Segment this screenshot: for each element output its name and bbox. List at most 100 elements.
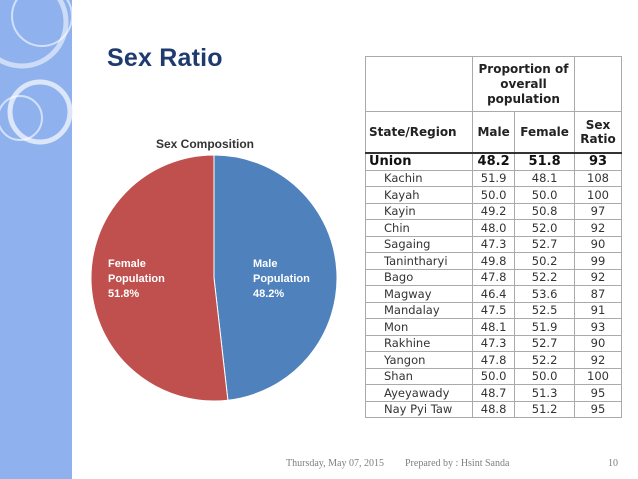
- pie-chart: [90, 154, 338, 402]
- female-value: 51.2: [514, 400, 575, 418]
- male-slice-label: Male Population 48.2%: [253, 258, 310, 300]
- table-row: Kayah 50.0 50.0 100: [365, 186, 622, 204]
- male-value: 49.8: [471, 252, 516, 270]
- sex-ratio-value: 90: [574, 334, 622, 352]
- region-name: Mon: [365, 318, 473, 336]
- col-header-sex-ratio: Sex Ratio: [574, 111, 622, 154]
- region-name: Rakhine: [365, 334, 473, 352]
- union-name: Union: [365, 152, 473, 171]
- female-value: 52.5: [514, 301, 575, 319]
- sex-ratio-value: 95: [574, 400, 622, 418]
- table-row: Magway 46.4 53.6 87: [365, 285, 622, 303]
- slide-title: Sex Ratio: [107, 44, 223, 72]
- male-value: 47.8: [471, 268, 516, 286]
- female-value: 50.2: [514, 252, 575, 270]
- female-value: 52.7: [514, 334, 575, 352]
- pie-slice-female: [90, 154, 229, 402]
- footer-prepared-by: Prepared by : Hsint Sanda: [405, 458, 510, 469]
- table-row: Nay Pyi Taw 48.8 51.2 95: [365, 400, 622, 418]
- male-value: 50.0: [471, 367, 516, 385]
- table-row: Shan 50.0 50.0 100: [365, 367, 622, 385]
- footer-page-number: 10: [608, 458, 618, 469]
- female-value: 52.2: [514, 268, 575, 286]
- sex-ratio-value: 93: [574, 318, 622, 336]
- region-name: Nay Pyi Taw: [365, 400, 473, 418]
- region-name: Kayin: [365, 202, 473, 220]
- sex-ratio-value: 92: [574, 351, 622, 369]
- region-name: Kayah: [365, 186, 473, 204]
- table-row: Ayeyawady 48.7 51.3 95: [365, 384, 622, 402]
- table-row-union: Union 48.2 51.8 93: [365, 152, 622, 171]
- male-value: 47.3: [471, 235, 516, 253]
- sex-ratio-value: 99: [574, 252, 622, 270]
- male-value: 47.3: [471, 334, 516, 352]
- footer-date: Thursday, May 07, 2015: [286, 458, 384, 469]
- pie-chart-title: Sex Composition: [156, 137, 255, 151]
- region-name: Ayeyawady: [365, 384, 473, 402]
- sex-ratio-value: 95: [574, 384, 622, 402]
- sex-ratio-value: 91: [574, 301, 622, 319]
- female-value: 48.1: [514, 169, 575, 187]
- female-value: 50.8: [514, 202, 575, 220]
- female-value: 51.9: [514, 318, 575, 336]
- female-value: 52.0: [514, 219, 575, 237]
- region-name: Shan: [365, 367, 473, 385]
- col-header-male: Male: [471, 111, 516, 154]
- table-row: Tanintharyi 49.8 50.2 99: [365, 252, 622, 270]
- male-value: 47.5: [471, 301, 516, 319]
- pie-slice-male: [213, 154, 338, 401]
- female-value: 52.2: [514, 351, 575, 369]
- table-row: Kayin 49.2 50.8 97: [365, 202, 622, 220]
- female-value: 53.6: [514, 285, 575, 303]
- sex-ratio-value: 92: [574, 219, 622, 237]
- region-name: Chin: [365, 219, 473, 237]
- female-slice-label: Female Population 51.8%: [108, 258, 165, 300]
- sex-ratio-value: 97: [574, 202, 622, 220]
- region-name: Mandalay: [365, 301, 473, 319]
- male-value: 48.0: [471, 219, 516, 237]
- male-value: 49.2: [471, 202, 516, 220]
- empty-header-cell: [574, 56, 622, 112]
- table-row: Sagaing 47.3 52.7 90: [365, 235, 622, 253]
- female-value: 50.0: [514, 186, 575, 204]
- table-row: Yangon 47.8 52.2 92: [365, 351, 622, 369]
- sex-ratio-value: 100: [574, 186, 622, 204]
- sex-ratio-value: 90: [574, 235, 622, 253]
- region-name: Bago: [365, 268, 473, 286]
- table-row: Mon 48.1 51.9 93: [365, 318, 622, 336]
- union-male: 48.2: [471, 152, 516, 171]
- union-ratio: 93: [574, 152, 622, 171]
- empty-header-cell: [365, 56, 473, 112]
- region-name: Kachin: [365, 169, 473, 187]
- sex-ratio-value: 108: [574, 169, 622, 187]
- table-row: Chin 48.0 52.0 92: [365, 219, 622, 237]
- table-row: Bago 47.8 52.2 92: [365, 268, 622, 286]
- table-column-header-row: State/Region Male Female Sex Ratio: [365, 111, 622, 154]
- female-value: 51.3: [514, 384, 575, 402]
- female-value: 52.7: [514, 235, 575, 253]
- sex-ratio-value: 92: [574, 268, 622, 286]
- region-name: Yangon: [365, 351, 473, 369]
- region-name: Tanintharyi: [365, 252, 473, 270]
- region-name: Sagaing: [365, 235, 473, 253]
- group-header: Proportion of overall population: [472, 56, 575, 112]
- male-value: 46.4: [471, 285, 516, 303]
- table-group-header-row: Proportion of overall population: [365, 56, 622, 112]
- male-value: 48.7: [471, 384, 516, 402]
- table-row: Kachin 51.9 48.1 108: [365, 169, 622, 187]
- male-value: 47.8: [471, 351, 516, 369]
- table-row: Mandalay 47.5 52.5 91: [365, 301, 622, 319]
- union-female: 51.8: [514, 152, 575, 171]
- sex-ratio-value: 100: [574, 367, 622, 385]
- male-value: 48.8: [471, 400, 516, 418]
- male-value: 51.9: [471, 169, 516, 187]
- region-name: Magway: [365, 285, 473, 303]
- sex-ratio-table: Proportion of overall population State/R…: [365, 56, 622, 418]
- sex-ratio-value: 87: [574, 285, 622, 303]
- male-value: 48.1: [471, 318, 516, 336]
- table-row: Rakhine 47.3 52.7 90: [365, 334, 622, 352]
- decorative-circles: [0, 0, 73, 145]
- female-value: 50.0: [514, 367, 575, 385]
- col-header-female: Female: [514, 111, 575, 154]
- col-header-region: State/Region: [365, 111, 473, 154]
